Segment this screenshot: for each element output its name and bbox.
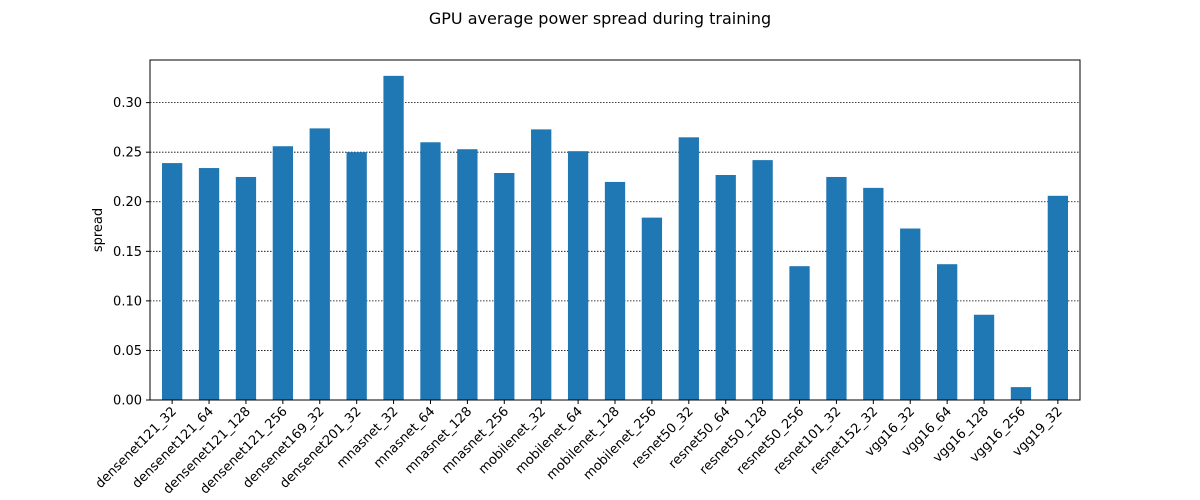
bar-resnet50-32 [678, 137, 699, 400]
bar-mnasnet-32 [383, 75, 404, 401]
bar-resnet50-128 [752, 160, 773, 400]
y-tick-label: 0.30 [113, 96, 142, 111]
bar-mobilenet-256 [641, 217, 663, 400]
bar-resnet50-256 [789, 266, 810, 400]
bar-densenet201-32 [346, 152, 367, 400]
bar-resnet50-64 [715, 174, 736, 400]
y-tick-label: 0.05 [113, 344, 142, 359]
bar-densenet121-64 [198, 168, 220, 400]
y-tick-label: 0.10 [113, 294, 142, 309]
y-tick-label: 0.20 [113, 195, 142, 210]
bar-mnasnet-256 [494, 173, 515, 400]
x-axis-ticks: densenet121_32densenet121_64densenet121_… [93, 400, 1066, 497]
bar-vgg16-128 [973, 314, 995, 400]
bar-vgg16-32 [900, 228, 921, 400]
bar-vgg16-64 [936, 264, 958, 400]
y-axis-label: spread [91, 208, 106, 252]
bar-mnasnet-128 [457, 149, 478, 400]
y-tick-label: 0.15 [113, 245, 142, 260]
bar-densenet121-256 [272, 146, 294, 400]
chart-title: GPU average power spread during training [429, 9, 771, 28]
bar-mobilenet-128 [604, 181, 626, 400]
bars [161, 75, 1069, 401]
y-tick-label: 0.25 [113, 146, 142, 161]
bar-mobilenet-64 [567, 151, 589, 400]
bar-densenet121-32 [161, 163, 183, 400]
bar-densenet121-128 [235, 176, 257, 400]
y-axis-ticks: 0.00 0.05 0.10 0.15 0.20 0.25 0.30 [113, 96, 150, 409]
bar-resnet101-32 [826, 176, 847, 400]
bar-mobilenet-32 [531, 129, 552, 400]
bar-resnet152-32 [863, 187, 884, 400]
bar-vgg16-256 [1010, 387, 1032, 400]
bar-mnasnet-64 [420, 142, 441, 400]
plot-frame [149, 59, 1081, 401]
y-tick-label: 0.00 [113, 394, 142, 409]
bar-densenet169-32 [309, 128, 330, 401]
bar-vgg19-32 [1047, 195, 1069, 400]
